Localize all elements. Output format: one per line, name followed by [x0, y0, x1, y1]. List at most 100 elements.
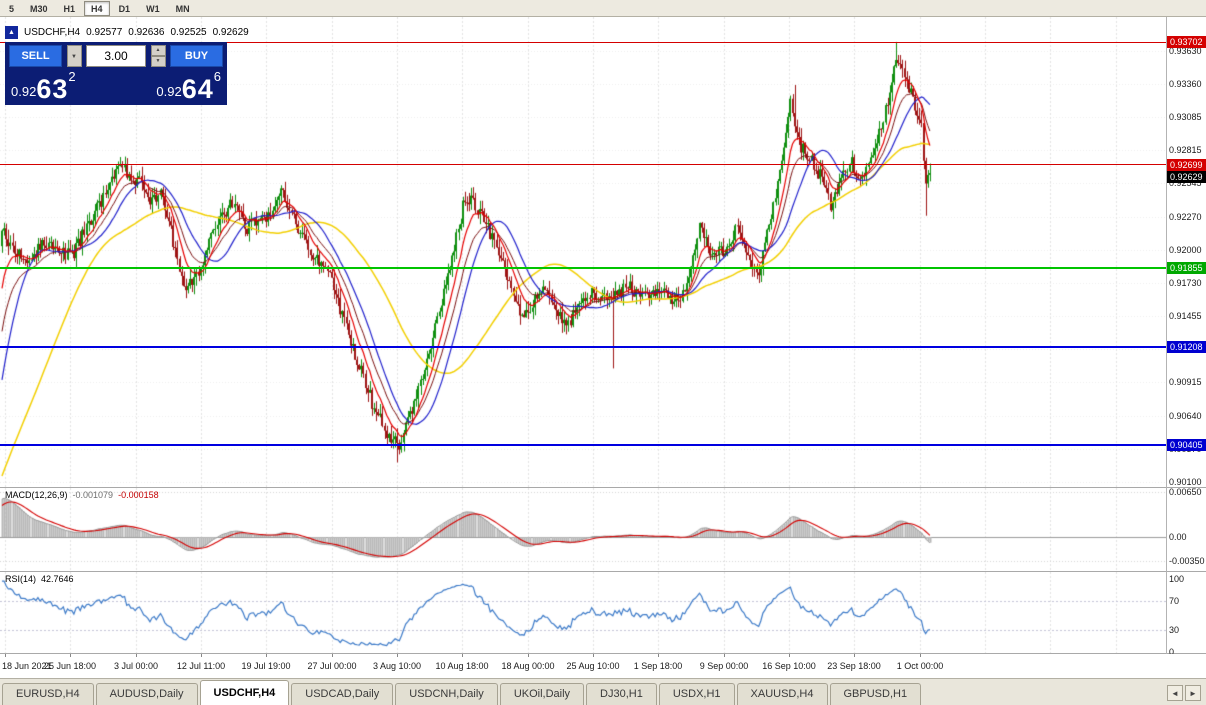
- rsi-canvas[interactable]: [0, 572, 1166, 653]
- rsi-axis-label: 0: [1169, 647, 1175, 657]
- horizontal-line-0.90405[interactable]: [0, 444, 1166, 446]
- current-price-tag: 0.92629: [1167, 170, 1206, 183]
- price-axis-label: 0.92545: [1169, 178, 1202, 189]
- macd-name: MACD(12,26,9): [5, 490, 68, 500]
- trade-panel-collapse-button[interactable]: ▲: [5, 25, 18, 39]
- macd-signal-value: -0.000158: [118, 490, 159, 500]
- volume-increase-button[interactable]: ▲: [150, 45, 166, 56]
- volume-dropdown-button[interactable]: ▼: [66, 45, 82, 67]
- price-axis-label: 0.92000: [1169, 244, 1202, 255]
- bid-price[interactable]: 0.92 63 2: [9, 69, 78, 104]
- time-axis-label: 18 Jun 2021: [2, 661, 52, 671]
- ohlc-high: 0.92636: [128, 26, 165, 38]
- time-axis-tick: [789, 654, 790, 657]
- price-line-tag: 0.92699: [1167, 158, 1206, 171]
- timeframe-button-w1[interactable]: W1: [146, 4, 160, 14]
- ask-big-digits: 64: [181, 74, 214, 104]
- time-axis-label: 1 Sep 18:00: [633, 661, 683, 671]
- time-axis-label: 9 Sep 00:00: [699, 661, 749, 671]
- time-axis-label: 27 Jul 00:00: [307, 661, 357, 671]
- ask-pipette: 6: [213, 69, 221, 84]
- horizontal-line-0.91855[interactable]: [0, 267, 1166, 269]
- price-axis-label: 0.91730: [1169, 277, 1202, 288]
- chart-tab-bar: EURUSD,H4 AUDUSD,Daily USDCHF,H4 USDCAD,Dai…: [0, 678, 1206, 705]
- time-axis-label: 25 Jun 18:00: [43, 661, 97, 671]
- price-line-tag: 0.90405: [1167, 438, 1206, 451]
- one-click-trading-panel: SELL ▼ ▲ ▼ BUY 0.92 63 2 0.92 64 6: [5, 42, 227, 105]
- time-axis-tick: [724, 654, 725, 657]
- price-line-tag: 0.91855: [1167, 261, 1206, 274]
- time-axis-label: 1 Oct 00:00: [896, 661, 944, 671]
- timeframe-button-h1[interactable]: H1: [63, 4, 76, 14]
- sell-button[interactable]: SELL: [9, 45, 62, 67]
- chart-tab-usdcad-daily[interactable]: USDCAD,Daily: [291, 683, 394, 705]
- time-axis-tick: [854, 654, 855, 657]
- timeframe-toolbar: 5 M30 H1 H4 D1 W1 MN: [0, 0, 1206, 17]
- chart-tab-audusd-daily[interactable]: AUDUSD,Daily: [95, 683, 198, 705]
- timeframe-button-mn[interactable]: MN: [175, 4, 190, 14]
- time-axis-divider: [0, 653, 1206, 654]
- rsi-axis-label: 30: [1169, 625, 1180, 636]
- collapse-arrow-icon: ▲: [8, 28, 15, 36]
- timeframe-button-h4[interactable]: H4: [84, 1, 110, 16]
- chart-tab-ukoil-daily[interactable]: UKOil,Daily: [499, 683, 585, 705]
- horizontal-line-0.93702[interactable]: [0, 42, 1166, 43]
- bid-pipette: 2: [68, 69, 76, 84]
- time-axis-label: 12 Jul 11:00: [176, 661, 226, 671]
- dropdown-icon: ▼: [71, 54, 77, 60]
- macd-canvas[interactable]: [0, 488, 1166, 571]
- chart-tab-usdx-h1[interactable]: USDX,H1: [658, 683, 735, 705]
- time-axis-label: 25 Aug 10:00: [566, 661, 620, 671]
- time-axis-tick: [593, 654, 594, 657]
- chart-tab-usdcnh-daily[interactable]: USDCNH,Daily: [395, 683, 498, 705]
- time-axis-tick: [5, 654, 6, 657]
- rsi-panel-divider: [0, 571, 1206, 572]
- tab-scroll-buttons: ◄ ►: [1167, 685, 1204, 705]
- time-axis-tick: [201, 654, 202, 657]
- rsi-indicator-label: RSI(14) 42.7646: [5, 574, 74, 584]
- rsi-value: 42.7646: [41, 574, 74, 584]
- price-axis-label: 0.90100: [1169, 477, 1202, 487]
- chart-tab-usdchf-h4[interactable]: USDCHF,H4: [199, 680, 290, 705]
- chart-ohlc-header: ▲ USDCHF,H4 0.92577 0.92636 0.92525 0.92…: [5, 25, 249, 39]
- chart-tab-gbpusd-h1[interactable]: GBPUSD,H1: [829, 683, 922, 705]
- macd-axis-label: -0.00350: [1169, 555, 1205, 566]
- horizontal-line-0.91208[interactable]: [0, 346, 1166, 348]
- price-axis-label: 0.93085: [1169, 112, 1202, 123]
- price-axis-label: 0.91455: [1169, 311, 1202, 322]
- timeframe-button-m30[interactable]: M30: [30, 4, 48, 14]
- time-axis-tick: [70, 654, 71, 657]
- time-axis-label: 3 Jul 00:00: [113, 661, 159, 671]
- price-axis-label: 0.90640: [1169, 411, 1202, 422]
- rsi-name: RSI(14): [5, 574, 37, 584]
- tab-scroll-left-icon[interactable]: ◄: [1167, 685, 1183, 701]
- time-axis-label: 19 Jul 19:00: [241, 661, 291, 671]
- bid-big-digits: 63: [36, 74, 69, 104]
- price-axis-label: 0.92270: [1169, 211, 1202, 222]
- timeframe-button-5[interactable]: 5: [9, 4, 15, 14]
- chart-tab-eurusd-h4[interactable]: EURUSD,H4: [2, 683, 94, 705]
- price-line-tag: 0.91208: [1167, 340, 1206, 353]
- volume-decrease-button[interactable]: ▼: [150, 56, 166, 67]
- tab-scroll-right-icon[interactable]: ►: [1185, 685, 1201, 701]
- timeframe-button-d1[interactable]: D1: [118, 4, 131, 14]
- price-line-tag: 0.93702: [1167, 36, 1206, 48]
- time-axis-tick: [136, 654, 137, 657]
- macd-panel-divider: [0, 487, 1206, 488]
- bid-prefix: 0.92: [11, 84, 37, 99]
- chart-tab-dj30-h1[interactable]: DJ30,H1: [586, 683, 657, 705]
- price-axis-label: 0.92815: [1169, 145, 1202, 156]
- volume-input[interactable]: [86, 45, 146, 67]
- chart-tabs: EURUSD,H4 AUDUSD,Daily USDCHF,H4 USDCAD,Dai…: [2, 680, 923, 705]
- ask-price[interactable]: 0.92 64 6: [154, 69, 223, 104]
- buy-button[interactable]: BUY: [170, 45, 223, 67]
- time-axis-tick: [920, 654, 921, 657]
- time-axis-tick: [528, 654, 529, 657]
- ohlc-close: 0.92629: [212, 26, 249, 38]
- chart-tab-xauusd-h4[interactable]: XAUUSD,H4: [736, 683, 828, 705]
- time-axis-tick: [332, 654, 333, 657]
- time-axis[interactable]: 18 Jun 2021 25 Jun 18:00 3 Jul 00:00 12 Jul…: [0, 654, 1206, 678]
- time-axis-label: 10 Aug 18:00: [435, 661, 489, 671]
- horizontal-line-0.92699[interactable]: [0, 164, 1166, 165]
